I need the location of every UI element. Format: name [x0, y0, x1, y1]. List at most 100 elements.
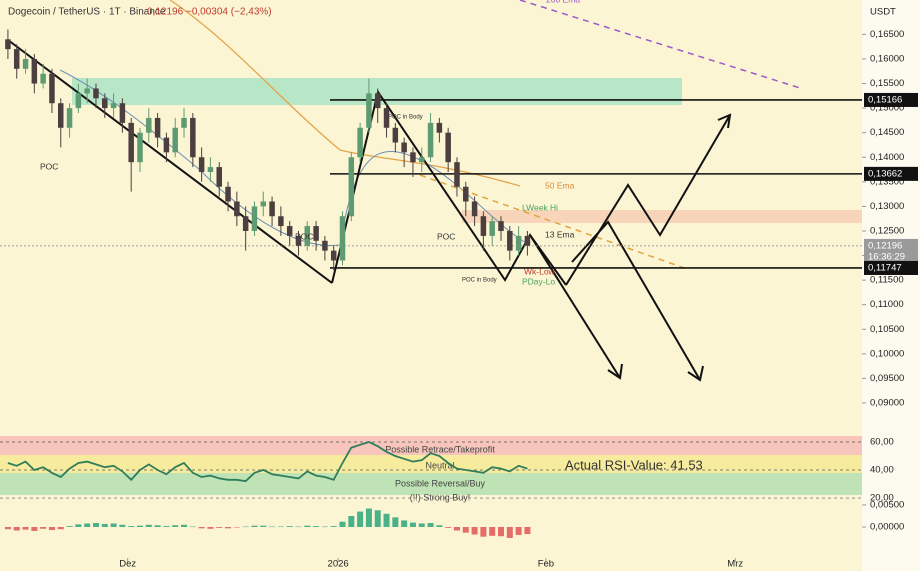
- level-tag: [864, 166, 918, 181]
- candle-body: [454, 162, 460, 187]
- candle-body: [40, 73, 46, 84]
- rsi-readout: Actual RSI-Value: 41.53: [565, 457, 703, 472]
- macd-bar: [198, 526, 205, 529]
- y-tick-label: 0,10000: [870, 348, 904, 359]
- arrow-head: [717, 113, 732, 129]
- candle-body: [198, 157, 205, 172]
- annotation: PDay-Lo: [522, 276, 555, 286]
- macd-bar: [436, 525, 443, 527]
- level-tag: [864, 260, 918, 275]
- macd-bar: [392, 517, 399, 527]
- candle-body: [322, 240, 328, 251]
- macd-bar: [48, 526, 55, 531]
- candle-body: [75, 93, 82, 109]
- macd-bar: [163, 526, 170, 527]
- macd-bar: [136, 525, 143, 527]
- arrow-head: [607, 363, 623, 380]
- macd-bar: [233, 526, 240, 528]
- candle-body: [190, 117, 196, 158]
- macd-bar: [260, 525, 267, 527]
- rsi-neutral-band: [0, 455, 862, 473]
- macd-bar: [57, 526, 64, 530]
- candle-body: [498, 221, 504, 231]
- rsi-tick-label: 60,00: [870, 437, 894, 448]
- macd-bar: [515, 526, 522, 535]
- candle-body: [427, 122, 434, 158]
- candle-body: [225, 186, 231, 202]
- candle-body: [524, 235, 531, 246]
- annotation: Wk-Low: [524, 266, 556, 276]
- arrow-head: [687, 365, 704, 382]
- candle-body: [128, 122, 134, 163]
- macd-bar: [489, 526, 496, 536]
- last-price: 0,12196: [147, 7, 184, 18]
- y-tick-label: 0,13000: [870, 201, 904, 212]
- y-tick-label: 0,14500: [870, 127, 904, 138]
- macd-bar: [4, 526, 11, 530]
- macd-bar: [92, 523, 99, 527]
- macd-bar: [471, 526, 478, 535]
- rsi-zone-label: Neutral: [425, 460, 454, 470]
- candle-body: [216, 167, 222, 187]
- macd-bar: [242, 526, 249, 528]
- macd-bar: [31, 526, 38, 531]
- y-tick-label: 0,09000: [870, 397, 904, 408]
- macd-bar: [145, 524, 152, 527]
- macd-bar: [313, 526, 320, 527]
- y-tick-label: 0,09500: [870, 373, 904, 384]
- x-tick-label: 2026: [328, 559, 349, 570]
- candle-body: [348, 157, 355, 217]
- candle-body: [154, 117, 161, 138]
- macd-bar: [286, 526, 293, 527]
- candle-body: [5, 39, 11, 50]
- candle-body: [13, 49, 20, 69]
- candle-body: [119, 103, 126, 123]
- macd-bar: [251, 525, 258, 527]
- level-label: 0,13662: [868, 168, 902, 179]
- candle-body: [410, 152, 416, 163]
- macd-bar: [357, 511, 364, 527]
- macd-bar: [269, 526, 276, 528]
- macd-bar: [453, 526, 460, 531]
- candle-body: [339, 216, 346, 261]
- candle-body: [110, 103, 117, 109]
- candle-body: [234, 201, 240, 217]
- price-change: −0,00304 (−2,43%): [186, 7, 272, 18]
- macd-tick-label: 0,00500: [870, 500, 904, 511]
- rsi-line: [7, 441, 528, 483]
- annotation: POC in Body: [462, 278, 497, 284]
- annotation: 50 Ema: [545, 180, 575, 190]
- y-tick-label: 0,12500: [870, 225, 904, 236]
- x-tick-label: Dez: [119, 559, 136, 570]
- candle-body: [330, 250, 337, 261]
- macd-bar: [304, 525, 311, 527]
- bear-arrow-2: [529, 234, 621, 379]
- macd-bar: [330, 526, 337, 527]
- macd-bar: [445, 526, 452, 528]
- macd-bar: [374, 510, 381, 527]
- candle-body: [260, 201, 267, 207]
- macd-bar: [66, 526, 73, 527]
- candle-body: [295, 235, 302, 246]
- candle-body: [419, 157, 425, 163]
- y-tick-label: 0,16000: [870, 53, 904, 64]
- candle-body: [278, 216, 284, 227]
- ema-13: [59, 69, 531, 247]
- y-tick-label: 0,14000: [870, 152, 904, 163]
- candle-body: [137, 132, 143, 163]
- macd-bar: [181, 524, 188, 527]
- macd-bar: [75, 524, 82, 527]
- rsi-overbought-band: [0, 436, 862, 455]
- macd-bar: [119, 524, 126, 527]
- downtrend: [7, 39, 333, 284]
- candle-body: [242, 216, 249, 231]
- macd-bar: [101, 523, 108, 527]
- macd-bar: [277, 526, 284, 528]
- rsi-zone-label: (!!) Strong Buy!: [410, 492, 471, 502]
- macd-bar: [189, 526, 196, 528]
- candle-body: [58, 103, 64, 128]
- macd-bar: [321, 526, 328, 528]
- macd-bar: [172, 525, 179, 527]
- macd-bar: [225, 526, 232, 529]
